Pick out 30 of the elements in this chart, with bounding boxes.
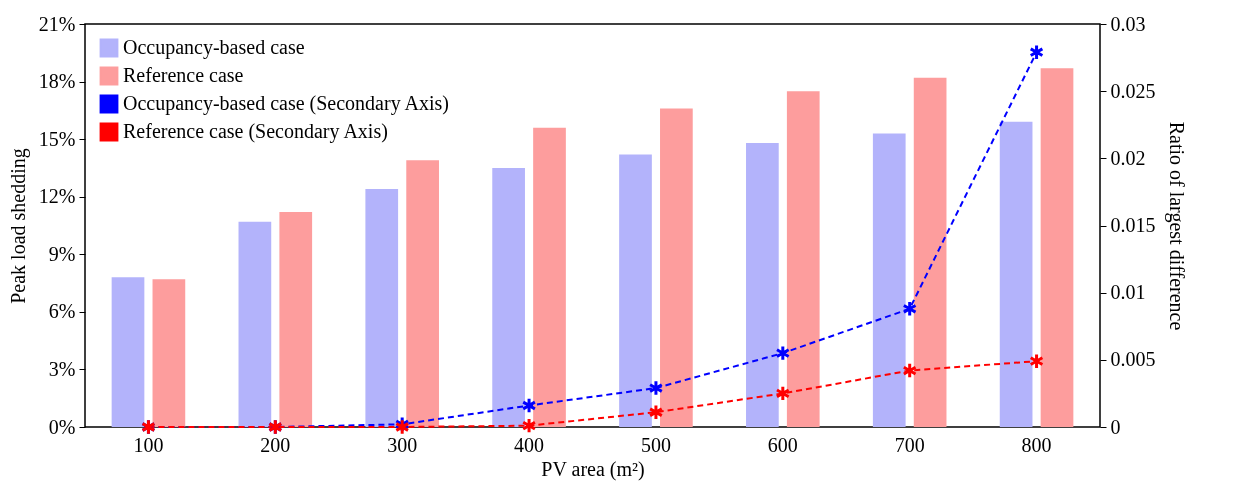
y-tick-label: 12% xyxy=(38,185,76,208)
y-tick-label: 9% xyxy=(48,242,76,265)
x-tick-label: 800 xyxy=(1021,433,1052,456)
y2-tick-label: 0.025 xyxy=(1110,79,1156,102)
y2-tick-label: 0.005 xyxy=(1110,348,1156,371)
y2-tick-label: 0.03 xyxy=(1110,12,1146,35)
y-tick-label: 18% xyxy=(38,70,76,93)
legend-label: Occupancy-based case (Secondary Axis) xyxy=(123,92,449,115)
y-tick-label: 0% xyxy=(48,415,76,438)
x-axis-title: PV area (m²) xyxy=(541,457,645,481)
y-tick-label: 3% xyxy=(48,357,76,380)
y-axis-title: Peak load shedding xyxy=(6,148,30,304)
legend-label: Occupancy-based case xyxy=(123,36,305,59)
legend-label: Reference case (Secondary Axis) xyxy=(123,120,388,143)
y2-tick-label: 0.015 xyxy=(1110,214,1156,236)
y-tick-label: 6% xyxy=(48,300,76,323)
y2-tick-label: 0.01 xyxy=(1110,281,1146,304)
x-tick-label: 500 xyxy=(640,433,671,456)
x-tick-label: 200 xyxy=(260,433,291,456)
x-tick-label: 700 xyxy=(894,433,925,456)
y2-axis-title: Ratio of largest difference xyxy=(1164,121,1188,331)
y-tick-label: 15% xyxy=(38,127,76,150)
x-tick-label: 300 xyxy=(387,433,418,456)
y2-tick-label: 0.02 xyxy=(1110,146,1146,169)
x-tick-label: 600 xyxy=(767,433,798,456)
x-tick-label: 100 xyxy=(133,433,164,456)
x-tick-label: 400 xyxy=(514,433,545,456)
legend-label: Reference case xyxy=(123,64,244,86)
y-tick-label: 21% xyxy=(38,12,76,35)
y2-tick-label: 0 xyxy=(1110,415,1121,438)
